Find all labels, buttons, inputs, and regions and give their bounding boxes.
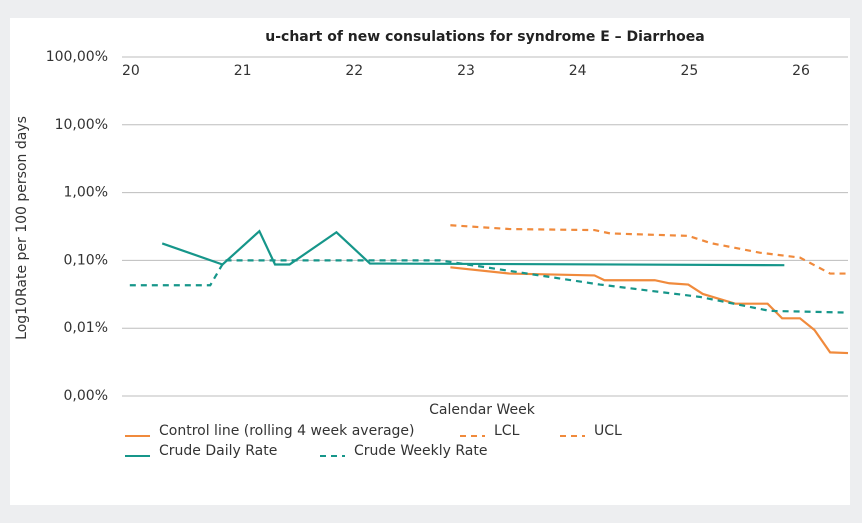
x-tick-label: 22 <box>345 63 363 79</box>
x-tick-label: 21 <box>234 63 252 79</box>
y-tick-label: 0,01% <box>64 320 108 336</box>
y-tick-label: 10,00% <box>55 117 108 133</box>
chart-area <box>10 18 850 505</box>
legend-label: Crude Weekly Rate <box>354 443 487 459</box>
x-tick-label: 25 <box>680 63 698 79</box>
x-tick-label: 23 <box>457 63 475 79</box>
y-tick-label: 0,10% <box>64 252 108 268</box>
line-series <box>450 266 849 355</box>
line-series <box>161 229 785 267</box>
x-axis-label: Calendar Week <box>429 402 536 418</box>
legend-label: Control line (rolling 4 week average) <box>159 423 415 439</box>
legend-label: LCL <box>494 423 520 439</box>
line-series <box>450 224 848 275</box>
x-tick-label: 24 <box>569 63 587 79</box>
x-tick-label: 26 <box>792 63 810 79</box>
y-tick-label: 1,00% <box>64 185 108 201</box>
y-tick-label: 0,00% <box>64 388 108 404</box>
x-tick-label: 20 <box>122 63 140 79</box>
chart-title: u-chart of new consulations for syndrome… <box>265 29 704 45</box>
y-tick-label: 100,00% <box>46 49 108 65</box>
y-axis-label: Log10Rate per 100 person days <box>14 116 30 340</box>
legend-label: Crude Daily Rate <box>159 443 277 459</box>
legend-label: UCL <box>594 423 622 439</box>
